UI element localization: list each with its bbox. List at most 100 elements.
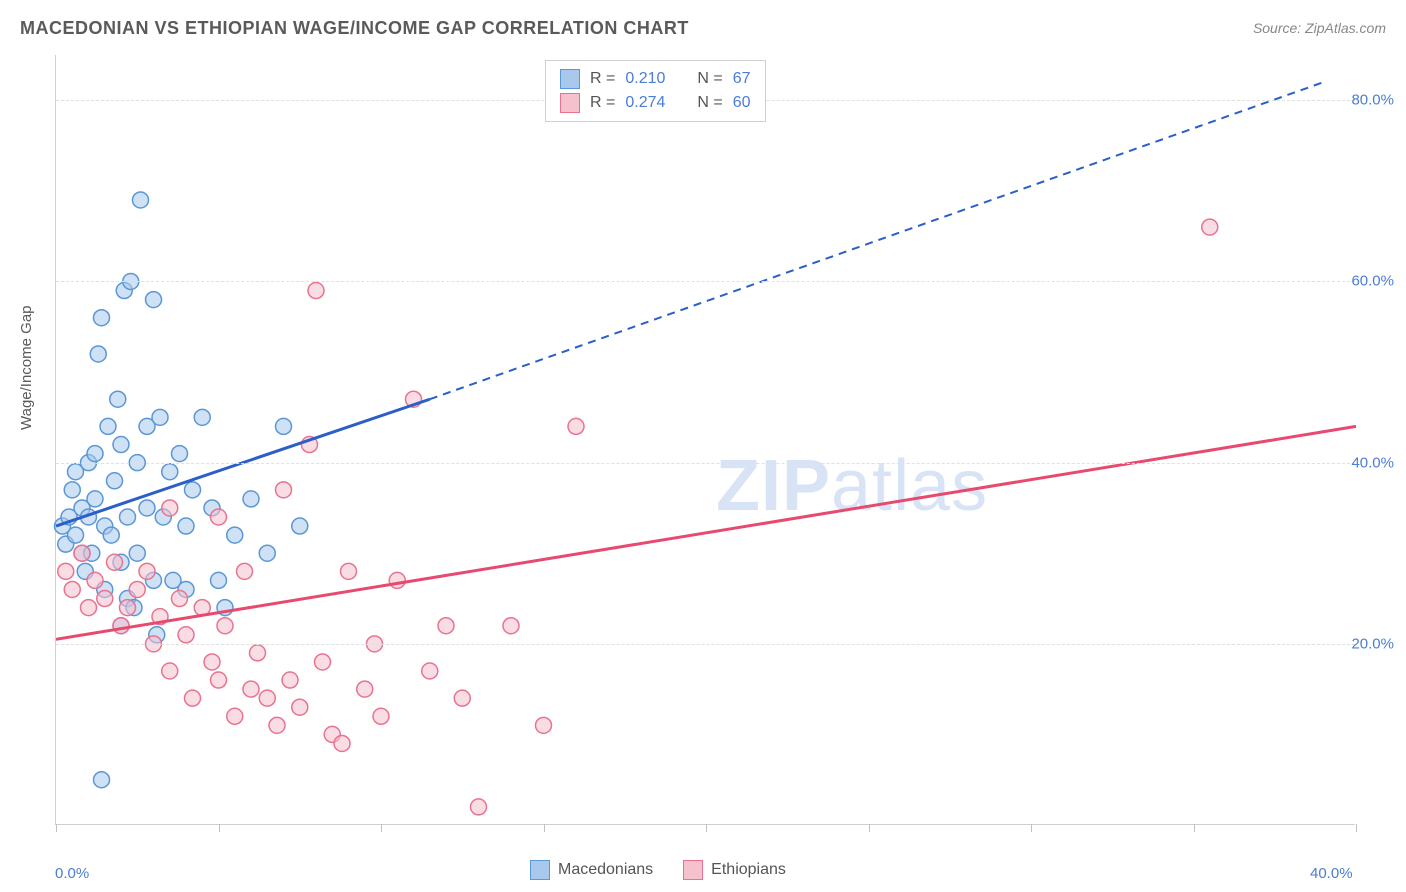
data-point xyxy=(503,618,519,634)
data-point xyxy=(276,482,292,498)
data-point xyxy=(259,545,275,561)
data-point xyxy=(282,672,298,688)
x-tick-label: 0.0% xyxy=(55,865,89,882)
data-point xyxy=(292,518,308,534)
data-point xyxy=(146,292,162,308)
gridline-h xyxy=(56,463,1355,464)
legend-item-macedonians: Macedonians xyxy=(530,860,653,880)
data-point xyxy=(162,663,178,679)
data-point xyxy=(211,572,227,588)
data-point xyxy=(110,391,126,407)
y-tick-label: 60.0% xyxy=(1351,273,1394,290)
data-point xyxy=(152,409,168,425)
data-point xyxy=(227,708,243,724)
data-point xyxy=(178,518,194,534)
x-tick xyxy=(544,824,545,832)
data-point xyxy=(211,672,227,688)
data-point xyxy=(107,473,123,489)
data-point xyxy=(1202,219,1218,235)
swatch-macedonians-icon xyxy=(530,860,550,880)
data-point xyxy=(185,690,201,706)
legend-item-ethiopians: Ethiopians xyxy=(683,860,786,880)
data-point xyxy=(129,581,145,597)
swatch-ethiopians-icon xyxy=(683,860,703,880)
data-point xyxy=(133,192,149,208)
swatch-ethiopians xyxy=(560,93,580,113)
data-point xyxy=(341,563,357,579)
data-point xyxy=(100,418,116,434)
data-point xyxy=(308,283,324,299)
plot-area: ZIPatlas xyxy=(55,55,1355,825)
data-point xyxy=(178,627,194,643)
data-point xyxy=(162,500,178,516)
data-point xyxy=(107,554,123,570)
data-point xyxy=(64,482,80,498)
data-point xyxy=(90,346,106,362)
x-tick xyxy=(1194,824,1195,832)
y-axis-label: Wage/Income Gap xyxy=(18,305,35,430)
data-point xyxy=(172,591,188,607)
data-point xyxy=(87,491,103,507)
gridline-h xyxy=(56,644,1355,645)
x-tick xyxy=(219,824,220,832)
chart-container: MACEDONIAN VS ETHIOPIAN WAGE/INCOME GAP … xyxy=(0,0,1406,892)
data-point xyxy=(103,527,119,543)
data-point xyxy=(97,591,113,607)
data-point xyxy=(74,545,90,561)
data-point xyxy=(259,690,275,706)
x-tick xyxy=(381,824,382,832)
data-point xyxy=(64,581,80,597)
chart-title: MACEDONIAN VS ETHIOPIAN WAGE/INCOME GAP … xyxy=(20,18,689,39)
data-point xyxy=(87,572,103,588)
data-point xyxy=(334,735,350,751)
data-point xyxy=(276,418,292,434)
legend-row-ethiopians: R = 0.274 N = 60 xyxy=(560,91,751,115)
data-point xyxy=(217,618,233,634)
data-point xyxy=(269,717,285,733)
data-point xyxy=(315,654,331,670)
data-point xyxy=(194,409,210,425)
data-point xyxy=(94,772,110,788)
plot-svg xyxy=(56,55,1355,824)
data-point xyxy=(172,446,188,462)
data-point xyxy=(211,509,227,525)
data-point xyxy=(185,482,201,498)
y-tick-label: 80.0% xyxy=(1351,92,1394,109)
data-point xyxy=(87,446,103,462)
data-point xyxy=(204,654,220,670)
data-point xyxy=(162,464,178,480)
legend-stats: R = 0.210 N = 67 R = 0.274 N = 60 xyxy=(545,60,766,122)
data-point xyxy=(389,572,405,588)
data-point xyxy=(471,799,487,815)
legend-row-macedonians: R = 0.210 N = 67 xyxy=(560,67,751,91)
data-point xyxy=(120,509,136,525)
data-point xyxy=(536,717,552,733)
y-tick-label: 20.0% xyxy=(1351,635,1394,652)
data-point xyxy=(454,690,470,706)
data-point xyxy=(81,600,97,616)
x-tick xyxy=(1031,824,1032,832)
source-label: Source: ZipAtlas.com xyxy=(1253,20,1386,36)
x-tick-label: 40.0% xyxy=(1310,865,1353,882)
data-point xyxy=(129,545,145,561)
data-point xyxy=(94,310,110,326)
data-point xyxy=(120,600,136,616)
x-tick xyxy=(1356,824,1357,832)
data-point xyxy=(139,500,155,516)
data-point xyxy=(237,563,253,579)
data-point xyxy=(568,418,584,434)
data-point xyxy=(58,563,74,579)
x-tick xyxy=(56,824,57,832)
data-point xyxy=(139,563,155,579)
swatch-macedonians xyxy=(560,69,580,89)
trend-line-dashed xyxy=(430,82,1324,399)
data-point xyxy=(292,699,308,715)
data-point xyxy=(243,681,259,697)
data-point xyxy=(227,527,243,543)
data-point xyxy=(113,618,129,634)
gridline-h xyxy=(56,281,1355,282)
data-point xyxy=(373,708,389,724)
data-point xyxy=(243,491,259,507)
x-tick xyxy=(706,824,707,832)
legend-series: Macedonians Ethiopians xyxy=(530,860,786,880)
